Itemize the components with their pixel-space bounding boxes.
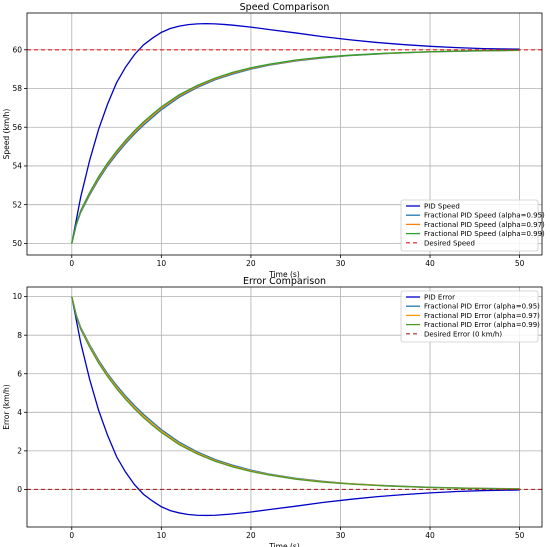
y-tick-label: 8 xyxy=(17,331,22,340)
series-line-0 xyxy=(71,22,520,244)
y-tick-label: 56 xyxy=(12,123,22,132)
chart-0: 0 10 20 30 40 50 50 52 54 56 58 60 Speed Comparison T… xyxy=(2,2,545,279)
y-tick-label: 52 xyxy=(12,200,22,209)
legend-entry: Fractional PID Speed (alpha=0.95) xyxy=(424,212,545,220)
y-axis-label: Speed (km/h) xyxy=(2,109,11,160)
legend-box xyxy=(400,290,539,343)
x-tick-label: 20 xyxy=(246,259,256,268)
x-tick-label: 40 xyxy=(425,259,435,268)
y-tick-label: 60 xyxy=(12,45,22,54)
y-axis-label: Error (km/h) xyxy=(2,384,11,430)
y-tick-label: 4 xyxy=(17,408,22,417)
x-tick-label: 30 xyxy=(336,531,346,540)
x-tick-label: 50 xyxy=(515,259,525,268)
x-tick-label: 10 xyxy=(157,259,167,268)
legend-entry: PID Speed xyxy=(424,203,460,211)
series-line-3 xyxy=(71,49,520,244)
plot-frame xyxy=(26,12,543,256)
y-tick-label: 58 xyxy=(12,84,22,93)
x-tick-label: 0 xyxy=(69,531,74,540)
legend-entry: Desired Error (0 km/h) xyxy=(424,330,502,338)
legend-entry: Fractional PID Error (alpha=0.97) xyxy=(424,312,540,320)
x-tick-label: 40 xyxy=(425,531,435,540)
x-tick-label: 0 xyxy=(69,259,74,268)
legend-entry: Fractional PID Speed (alpha=0.97) xyxy=(424,221,545,229)
series-line-3 xyxy=(71,296,520,490)
legend-entry: Fractional PID Error (alpha=0.95) xyxy=(424,303,540,311)
x-axis-label: Time (s) xyxy=(268,542,300,547)
legend-entry: Desired Speed xyxy=(424,239,475,247)
x-tick-label: 10 xyxy=(157,531,167,540)
x-tick-label: 30 xyxy=(336,259,346,268)
chart-1: 0 10 20 30 40 50 0 2 4 6 8 10 Error Comparison Time (… xyxy=(2,276,543,547)
y-tick-label: 10 xyxy=(12,292,22,301)
y-tick-label: 54 xyxy=(12,162,22,171)
series-line-0 xyxy=(71,296,520,517)
x-tick-label: 20 xyxy=(246,531,256,540)
y-tick-label: 0 xyxy=(17,485,22,494)
y-tick-label: 6 xyxy=(17,369,22,378)
legend-entry: PID Error xyxy=(424,294,455,302)
y-tick-label: 2 xyxy=(17,446,22,455)
legend-box xyxy=(400,199,539,252)
x-tick-label: 50 xyxy=(515,531,525,540)
y-tick-label: 50 xyxy=(12,239,22,248)
legend-entry: Fractional PID Error (alpha=0.99) xyxy=(424,321,540,329)
plot-frame xyxy=(26,286,543,528)
x-axis-label: Time (s) xyxy=(268,270,300,279)
chart-title: Speed Comparison xyxy=(240,2,330,13)
chart-title: Error Comparison xyxy=(243,276,326,287)
legend-entry: Fractional PID Speed (alpha=0.99) xyxy=(424,230,545,238)
